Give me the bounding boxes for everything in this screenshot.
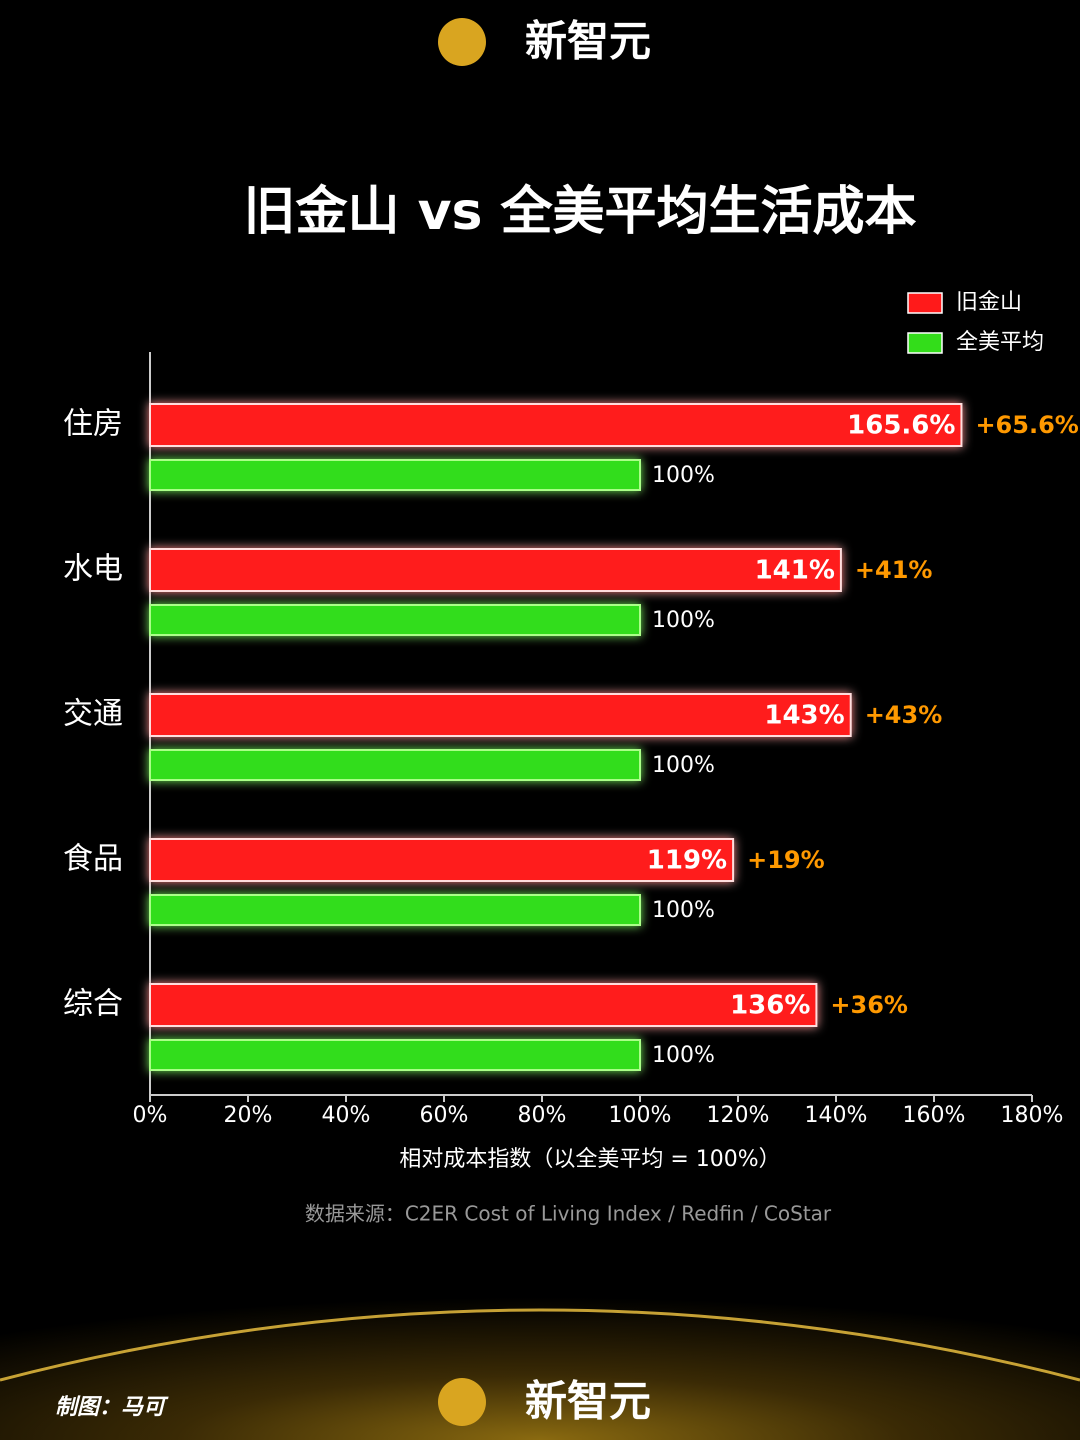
value-label: 100% xyxy=(652,463,715,488)
y-tick-label: 住房 xyxy=(63,407,123,442)
x-tick-label: 60% xyxy=(420,1103,469,1128)
legend-label: 旧金山 xyxy=(956,290,1022,315)
brand: 新智元 xyxy=(525,1377,651,1426)
x-axis-title: 相对成本指数（以全美平均 = 100%） xyxy=(399,1147,780,1172)
value-label: 100% xyxy=(652,753,715,778)
chart-title: 旧金山 vs 全美平均生活成本 xyxy=(243,182,916,242)
bar xyxy=(149,548,842,592)
source: 数据来源：C2ER Cost of Living Index / Redfin … xyxy=(305,1202,832,1226)
difference-label: +19% xyxy=(747,846,825,874)
legend-swatch xyxy=(907,332,943,354)
x-tick-label: 40% xyxy=(322,1103,371,1128)
y-tick-label: 综合 xyxy=(63,987,123,1022)
value-label: 100% xyxy=(652,608,715,633)
difference-label: +65.6% xyxy=(975,411,1078,439)
bar xyxy=(149,983,818,1027)
value-label: 136% xyxy=(730,991,810,1021)
x-tick-label: 20% xyxy=(224,1103,273,1128)
value-label: 119% xyxy=(647,846,727,876)
value-label: 143% xyxy=(764,701,844,731)
value-label: 100% xyxy=(652,898,715,923)
x-tick-label: 140% xyxy=(805,1103,868,1128)
bar xyxy=(149,838,735,882)
bottom-glow xyxy=(0,1250,1080,1440)
legend-label: 全美平均 xyxy=(956,330,1044,355)
difference-label: +41% xyxy=(855,556,933,584)
value-label: 165.6% xyxy=(847,411,955,441)
brand: 新智元 xyxy=(525,17,651,66)
bar xyxy=(149,459,641,491)
difference-label: +36% xyxy=(830,991,908,1019)
bar xyxy=(149,403,963,447)
credit: 制图：马可 xyxy=(55,1395,169,1420)
bar xyxy=(149,604,641,636)
bar xyxy=(149,693,852,737)
bar xyxy=(149,1039,641,1071)
logo-bottom: 新智元 xyxy=(438,1377,651,1426)
y-tick-label: 水电 xyxy=(63,552,123,587)
x-tick-label: 160% xyxy=(903,1103,966,1128)
value-label: 100% xyxy=(652,1043,715,1068)
bar xyxy=(149,749,641,781)
x-tick-label: 80% xyxy=(518,1103,567,1128)
legend-swatch xyxy=(907,292,943,314)
x-tick-label: 180% xyxy=(1001,1103,1064,1128)
horizon xyxy=(0,1308,1080,1382)
difference-label: +43% xyxy=(865,701,943,729)
y-tick-label: 交通 xyxy=(63,697,123,732)
logo-top: 新智元 xyxy=(438,17,651,66)
x-tick-label: 0% xyxy=(133,1103,168,1128)
y-tick-label: 食品 xyxy=(63,842,123,877)
x-tick-label: 120% xyxy=(707,1103,770,1128)
bar xyxy=(149,894,641,926)
value-label: 141% xyxy=(755,556,835,586)
x-tick-label: 100% xyxy=(609,1103,672,1128)
